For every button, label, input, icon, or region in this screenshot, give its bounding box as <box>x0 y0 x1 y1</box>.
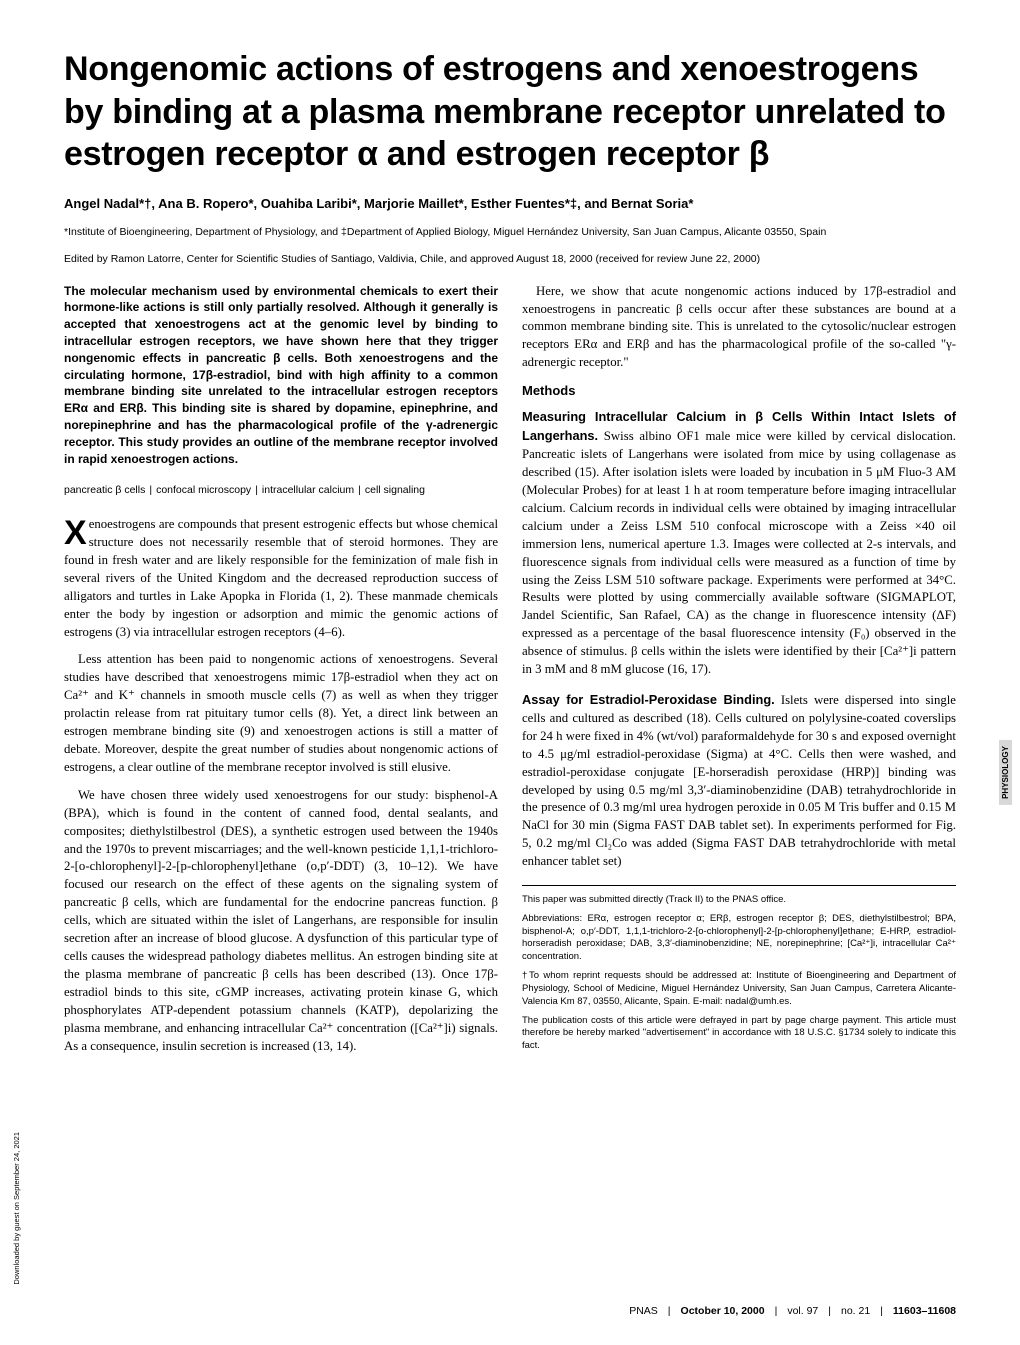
keyword-item: cell signaling <box>365 484 425 496</box>
paragraph-text: Swiss albino OF1 male mice were killed b… <box>522 429 956 676</box>
left-column: The molecular mechanism used by environm… <box>64 283 498 1066</box>
methods-heading: Methods <box>522 382 956 400</box>
footer-issue: no. 21 <box>841 1305 870 1317</box>
body-paragraph: Xenoestrogens are compounds that present… <box>64 516 498 641</box>
body-paragraph: Less attention has been paid to nongenom… <box>64 651 498 776</box>
two-column-body: The molecular mechanism used by environm… <box>64 283 956 1066</box>
affiliation-line: *Institute of Bioengineering, Department… <box>64 225 956 239</box>
keyword-item: pancreatic β cells <box>64 484 145 496</box>
footnote: The publication costs of this article we… <box>522 1015 956 1053</box>
subsection-runin: Assay for Estradiol-Peroxidase Binding. <box>522 692 775 707</box>
right-column: Here, we show that acute nongenomic acti… <box>522 283 956 1066</box>
footnote: Abbreviations: ERα, estrogen receptor α;… <box>522 913 956 964</box>
footnote-separator <box>522 885 956 886</box>
paragraph-text: Islets were dispersed into single cells … <box>522 693 956 868</box>
page-footer: PNAS|October 10, 2000|vol. 97|no. 21|116… <box>64 1305 956 1317</box>
footer-volume: vol. 97 <box>787 1305 818 1317</box>
edited-by-line: Edited by Ramon Latorre, Center for Scie… <box>64 253 956 265</box>
keyword-item: confocal microscopy <box>156 484 251 496</box>
methods-paragraph: Measuring Intracellular Calcium in β Cel… <box>522 408 956 679</box>
footer-journal: PNAS <box>629 1305 658 1317</box>
authors-line: Angel Nadal*†, Ana B. Ropero*, Ouahiba L… <box>64 196 956 211</box>
keyword-item: intracellular calcium <box>262 484 354 496</box>
paragraph-text: enoestrogens are compounds that present … <box>64 517 498 638</box>
body-paragraph: We have chosen three widely used xenoest… <box>64 787 498 1056</box>
footnote: †To whom reprint requests should be addr… <box>522 970 956 1008</box>
methods-paragraph: Assay for Estradiol-Peroxidase Binding. … <box>522 691 956 871</box>
footer-date: October 10, 2000 <box>681 1305 765 1317</box>
dropcap: X <box>64 516 89 549</box>
body-paragraph: Here, we show that acute nongenomic acti… <box>522 283 956 373</box>
footer-pages: 11603–11608 <box>893 1305 956 1317</box>
article-title: Nongenomic actions of estrogens and xeno… <box>64 48 956 176</box>
footnote: This paper was submitted directly (Track… <box>522 894 956 907</box>
abstract-text: The molecular mechanism used by environm… <box>64 283 498 468</box>
category-side-label: PHYSIOLOGY <box>999 740 1012 805</box>
download-note: Downloaded by guest on September 24, 202… <box>12 1132 21 1285</box>
keywords-line: pancreatic β cells|confocal microscopy|i… <box>64 483 498 498</box>
